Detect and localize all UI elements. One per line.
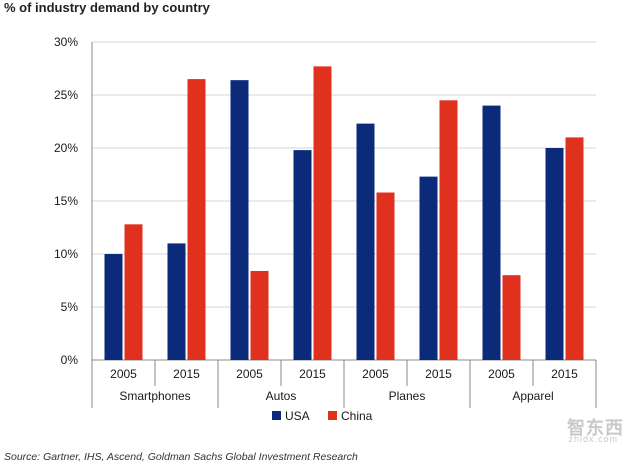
bar-usa-7 <box>545 148 564 360</box>
bar-usa-0 <box>104 254 123 360</box>
y-tick-label: 10% <box>54 247 78 261</box>
bar-china-3 <box>313 66 332 360</box>
group-label: Smartphones <box>119 389 190 403</box>
y-tick-label: 20% <box>54 141 78 155</box>
legend-swatch-usa <box>272 411 281 420</box>
x-tick-label: 2005 <box>236 367 263 381</box>
y-tick-label: 30% <box>54 35 78 49</box>
bar-china-4 <box>376 192 395 360</box>
bar-usa-4 <box>356 123 375 361</box>
x-tick-label: 2015 <box>173 367 200 381</box>
x-tick-label: 2005 <box>488 367 515 381</box>
group-label: Planes <box>389 389 426 403</box>
bar-usa-6 <box>482 105 501 360</box>
legend-swatch-china <box>328 411 337 420</box>
legend-label-usa: USA <box>285 409 310 423</box>
bar-china-6 <box>502 275 521 360</box>
x-tick-label: 2015 <box>425 367 452 381</box>
bar-usa-3 <box>293 150 312 360</box>
x-tick-label: 2015 <box>551 367 578 381</box>
group-label: Apparel <box>512 389 553 403</box>
group-label: Autos <box>266 389 297 403</box>
bar-china-0 <box>124 224 143 360</box>
watermark-url: zhidx.com <box>568 434 618 444</box>
legend-label-china: China <box>341 409 373 423</box>
bar-usa-1 <box>167 243 186 360</box>
legend: USA China <box>272 409 373 423</box>
bar-china-2 <box>250 270 269 360</box>
bar-china-1 <box>187 79 206 360</box>
bar-usa-2 <box>230 80 249 360</box>
chart-title: % of industry demand by country <box>4 0 210 15</box>
source-note: Source: Gartner, IHS, Ascend, Goldman Sa… <box>4 451 358 463</box>
y-tick-label: 25% <box>54 88 78 102</box>
y-tick-label: 0% <box>61 353 79 367</box>
bar-china-5 <box>439 100 458 361</box>
bar-china-7 <box>565 137 584 360</box>
bar-usa-5 <box>419 176 438 360</box>
x-axis: 2005 2015 2005 2015 2005 2015 2005 2015 Smartpho… <box>91 360 597 408</box>
x-tick-label: 2005 <box>362 367 389 381</box>
x-tick-label: 2005 <box>110 367 137 381</box>
y-tick-label: 15% <box>54 194 78 208</box>
y-tick-label: 5% <box>61 300 79 314</box>
watermark-logo: 智东西 <box>567 418 624 439</box>
y-tick-labels: 0% 5% 10% 15% 20% 25% 30% <box>54 35 78 367</box>
x-tick-label: 2015 <box>299 367 326 381</box>
bars <box>104 66 584 361</box>
